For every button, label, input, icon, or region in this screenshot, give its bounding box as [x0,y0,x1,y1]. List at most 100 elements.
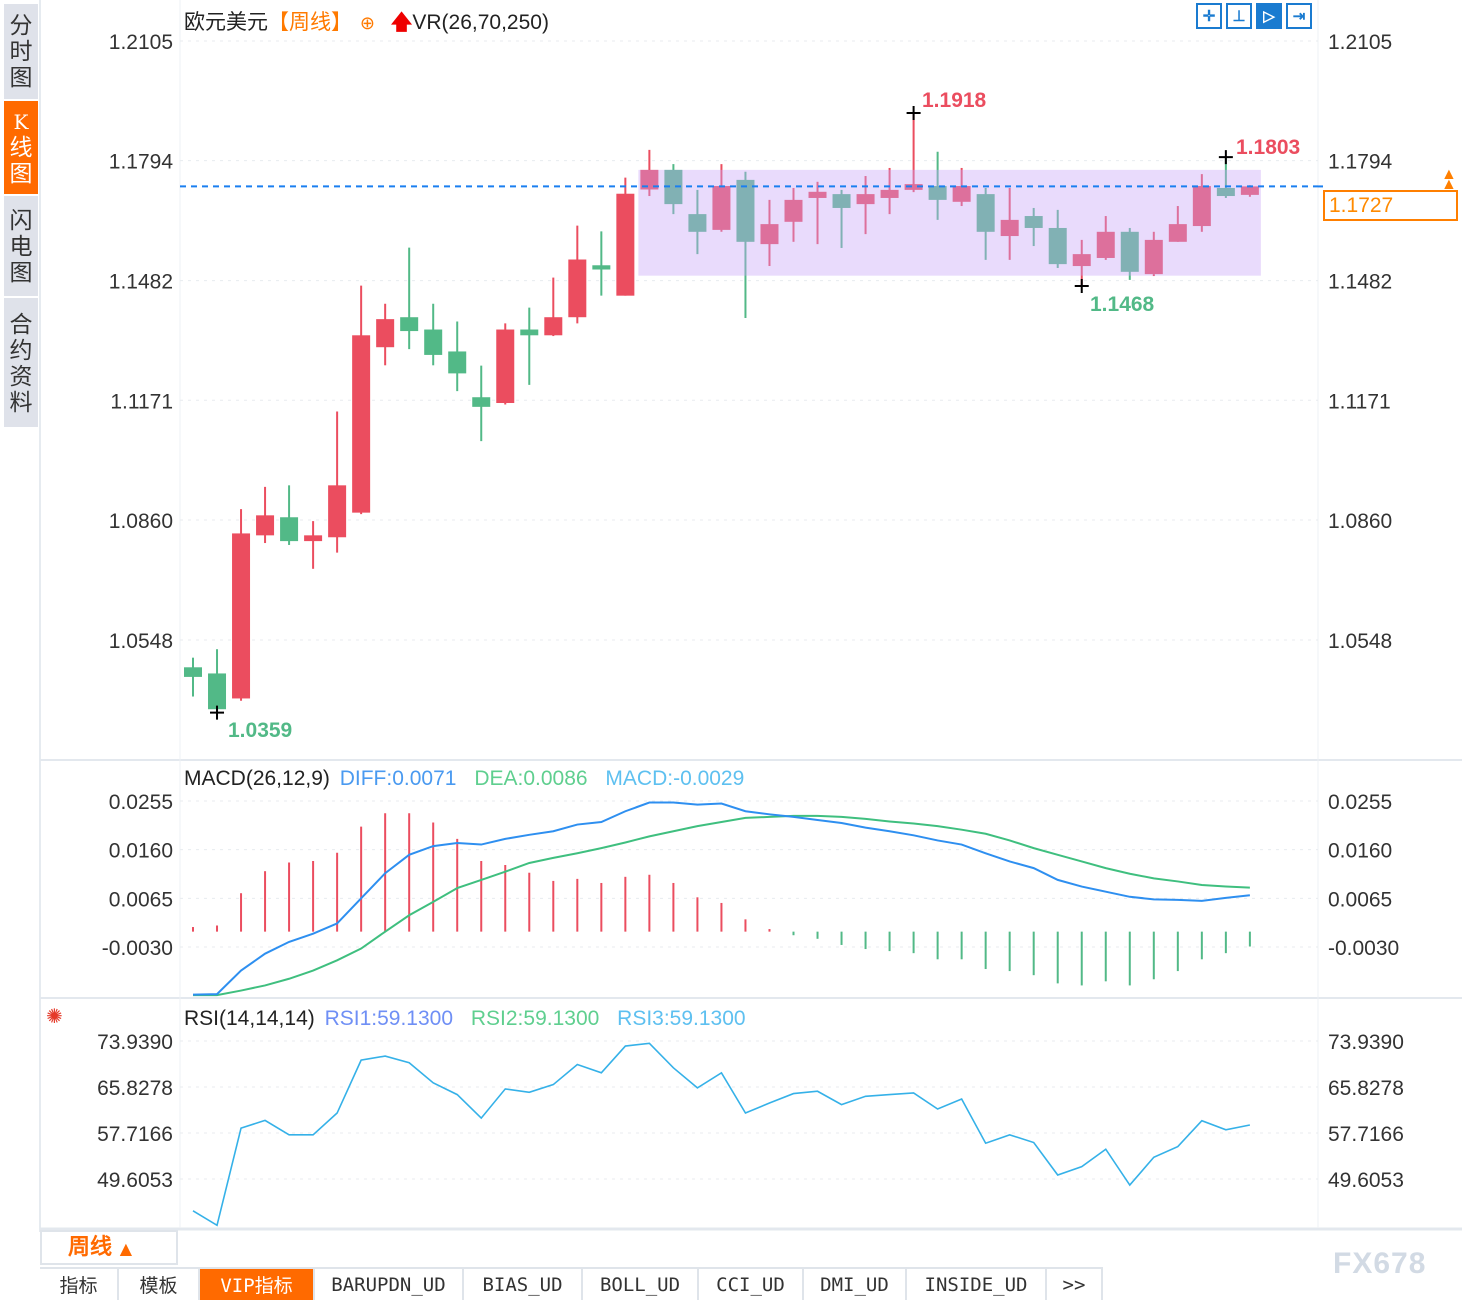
move-right-icon[interactable]: ⇥ [1286,3,1312,29]
candle-body [928,186,947,200]
low-label: 1.0359 [228,719,292,742]
tab-dmi-ud[interactable]: DMI_UD [804,1267,907,1300]
rsi-tick-right: 57.7166 [1328,1123,1404,1146]
sidebar-tab-contract-info[interactable]: 合约资料 [4,300,38,429]
range-box [638,169,1261,276]
tab-char: 图 [9,260,33,286]
divider [39,0,41,1232]
tab-vip-indicators[interactable]: VIP指标 [200,1267,315,1300]
candle-body [1024,216,1043,228]
candle-body [856,194,875,205]
candle-body [664,169,683,205]
macd-tick-left: -0.0030 [102,937,173,960]
tab-char: 分 [9,12,33,39]
candle-body [1192,186,1211,227]
candle-body [400,317,419,332]
macd-tick-right: 0.0065 [1328,888,1392,911]
rsi-tick-right: 65.8278 [1328,1077,1404,1100]
tab-templates[interactable]: 模板 [119,1267,200,1300]
tab-indicators[interactable]: 指标 [40,1267,119,1300]
candle-body [832,194,851,208]
candle-body [784,199,803,222]
tab-char: 合 [9,311,33,338]
watermark-logo: FX678 [1333,1247,1427,1280]
crosshair-marker [906,105,921,120]
rsi-tick-right: 49.6053 [1328,1169,1404,1192]
tab-char: 电 [9,234,33,260]
sidebar-tab-timeshare[interactable]: 分时图 [4,4,38,101]
candle-body [232,533,251,699]
crosshair-icon[interactable]: ✛ [1196,3,1222,29]
tab-char: 约 [9,337,33,364]
rsi-tick-left: 65.8278 [97,1077,173,1100]
candle-body [352,335,371,513]
sidebar-tab-flash[interactable]: 闪电图 [4,198,38,298]
price-tick-right: 1.1794 [1328,151,1393,174]
tab-char: 料 [9,389,33,416]
price-tick-left: 1.1171 [110,390,173,413]
diff-value: DIFF:0.0071 [339,767,457,790]
tab-more[interactable]: >> [1047,1267,1103,1300]
candle-body [976,194,995,232]
high-label: 1.1918 [922,89,987,112]
rsi-tick-left: 49.6053 [97,1169,173,1192]
dea-line [193,814,1250,997]
macd-header: MACD(26,12,9) DIFF:0.0071 DEA:0.0086 MAC… [184,767,744,791]
rsi-line [192,1042,1251,1227]
tab-cci-ud[interactable]: CCI_UD [699,1267,804,1300]
candle-body [376,319,395,348]
candle-body [904,184,923,190]
macd-tick-right: -0.0030 [1328,937,1399,960]
price-tick-right: 1.1171 [1328,390,1391,413]
symbol-name: 欧元美元 [184,11,268,34]
crosshair-marker [1074,279,1089,294]
tab-char: K [13,109,29,134]
tab-inside-ud[interactable]: INSIDE_UD [907,1267,1047,1300]
candle-body [448,351,467,374]
candle-body [472,397,491,407]
red-up-arrow-icon[interactable]: 🡅 [390,11,413,34]
tab-barupdn-ud[interactable]: BARUPDN_UD [315,1267,464,1300]
price-tick-right: 1.0860 [1328,510,1392,533]
candle-body [1216,187,1235,197]
rsi-tick-left: 57.7166 [97,1123,173,1146]
indicator-label: VR(26,70,250) [412,11,549,34]
candle-body [208,673,227,710]
candle-body [688,214,707,232]
candle-body [496,329,515,404]
settings-sun-icon[interactable]: ✺ [46,1006,63,1028]
chart-header: 欧元美元【周线】 ⊕ 🡅VR(26,70,250) [184,6,549,43]
tab-char: 时 [9,38,33,65]
rsi1-value: RSI1:59.1300 [324,1007,454,1030]
candle-body [1000,219,1019,237]
price-tick-right: 1.2105 [1328,31,1392,54]
rsi3-value: RSI3:59.1300 [617,1007,746,1030]
rsi-header: RSI(14,14,14) RSI1:59.1300 RSI2:59.1300 … [184,1007,746,1031]
crosshair-marker [1218,150,1233,165]
candle-body [1120,231,1139,272]
rsi-tick-right: 73.9390 [1328,1031,1404,1054]
period-dropdown[interactable]: 周线 ▲ [40,1230,178,1265]
tab-char: 线 [9,134,33,161]
tab-bias-ud[interactable]: BIAS_UD [464,1267,583,1300]
circle-plus-icon[interactable]: ⊕ [359,13,375,33]
playback-icon[interactable]: ▷ [1256,3,1282,29]
candle-body [544,317,563,336]
price-tick-left: 1.1482 [109,271,173,294]
rsi2-value: RSI2:59.1300 [470,1007,600,1030]
range-icon[interactable]: ⊥ [1226,3,1252,29]
tab-boll-ud[interactable]: BOLL_UD [583,1267,699,1300]
double-up-arrow-icon[interactable]: ▲ ▲ [1441,166,1457,193]
candle-body [952,186,971,202]
candle-body [184,667,202,677]
period-label: 【周线】 [268,11,352,34]
recent-low-label: 1.1468 [1090,293,1155,316]
tab-char: 闪 [9,208,33,234]
candle-body [568,259,587,318]
candle-body [808,191,827,198]
price-tick-right: 1.0548 [1328,630,1392,653]
macd-value: MACD:-0.0029 [605,767,745,790]
